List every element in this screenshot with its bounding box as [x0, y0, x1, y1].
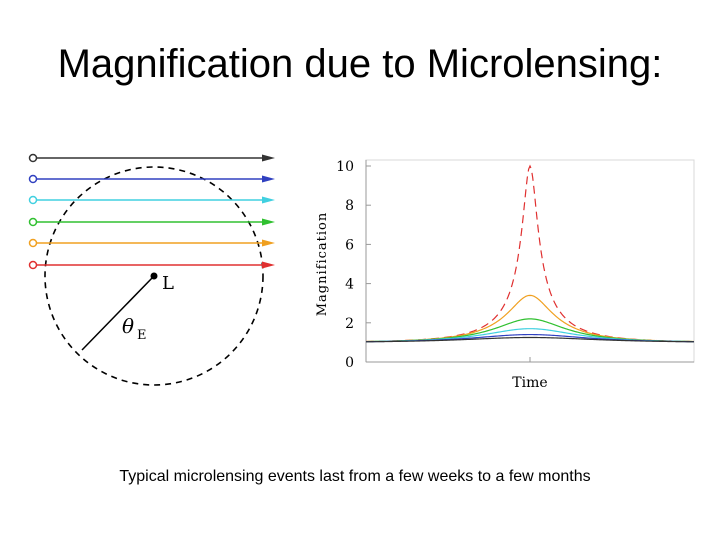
y-axis-label: Magnification [315, 212, 330, 317]
lens-label: L [162, 273, 174, 294]
y-tick-label: 2 [345, 316, 354, 332]
x-axis-label: Time [512, 375, 547, 391]
slide-title: Magnification due to Microlensing: [57, 42, 663, 86]
ray-arrowhead [262, 196, 275, 204]
einstein-radius-line [81, 275, 155, 351]
einstein-ring [44, 166, 264, 386]
y-tick-label: 4 [345, 277, 354, 293]
plot-frame [365, 159, 695, 363]
source-circle [28, 260, 38, 270]
y-tick-label: 8 [345, 198, 354, 214]
source-circle [28, 195, 38, 205]
source-circle [28, 217, 38, 227]
slide-caption: Typical microlensing events last from a … [119, 468, 591, 485]
ray-arrowhead [262, 261, 275, 269]
y-tick-label: 0 [345, 355, 354, 371]
chart-curves [365, 164, 695, 343]
light-rays [28, 153, 275, 270]
lens-point [150, 272, 158, 280]
y-tick-label: 10 [336, 159, 354, 175]
ray-arrowhead [262, 175, 275, 183]
ray-arrowhead [262, 239, 275, 247]
ray-arrowhead [262, 154, 275, 162]
magnification-curve-red [365, 164, 695, 343]
magnification-curve-black [365, 336, 695, 343]
magnification-curve-green [365, 318, 695, 343]
chart-axes: 0 2 4 6 8 10 [336, 159, 695, 371]
source-circle [28, 174, 38, 184]
source-circle [28, 153, 38, 163]
source-circle [28, 238, 38, 248]
einstein-radius-subscript: E [137, 328, 147, 343]
y-tick-label: 6 [345, 237, 354, 253]
ray-arrowhead [262, 218, 275, 226]
einstein-radius-symbol: θ [122, 314, 134, 338]
